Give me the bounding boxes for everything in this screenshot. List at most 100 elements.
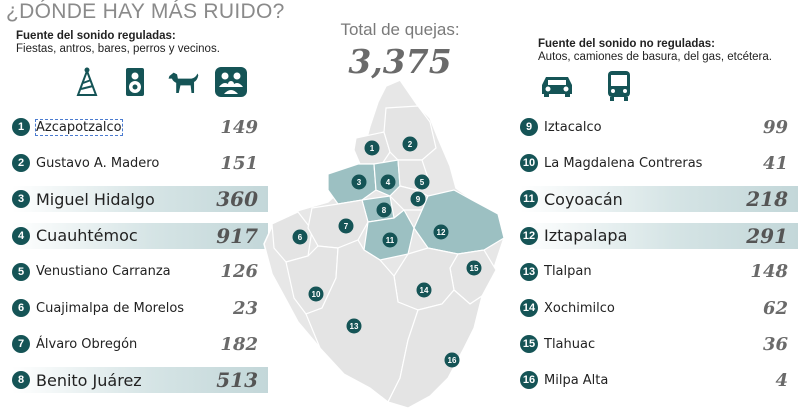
map-marker-label: 7 xyxy=(344,222,349,231)
borough-number-badge: 8 xyxy=(12,371,30,390)
borough-name: Iztacalco xyxy=(544,119,602,135)
map-marker-label: 16 xyxy=(448,356,457,365)
map-marker-12 xyxy=(433,224,449,240)
map-marker-10 xyxy=(308,286,324,302)
borough-name: Álvaro Obregón xyxy=(36,336,138,352)
regulated-sources: Fuente del sonido reguladas: Fiestas, an… xyxy=(16,30,220,56)
map-marker-label: 3 xyxy=(357,178,362,187)
map-marker-1 xyxy=(364,140,380,156)
map-region-2 xyxy=(383,105,437,161)
speaker-icon xyxy=(118,66,152,98)
borough-row: 10 La Magdalena Contreras 41 xyxy=(520,150,798,176)
map-marker-label: 9 xyxy=(416,195,421,204)
borough-row: 11 Coyoacán 218 xyxy=(520,186,798,213)
map-marker-label: 6 xyxy=(298,233,303,242)
map-marker-6 xyxy=(292,229,308,245)
borough-row: 12 Iztapalapa 291 xyxy=(520,222,798,249)
map-marker-label: 13 xyxy=(350,322,359,331)
borough-name: La Magdalena Contreras xyxy=(544,155,703,171)
unregulated-heading: Fuente del sonido no reguladas: xyxy=(538,38,715,50)
borough-name[interactable]: Azcapotzalco xyxy=(35,118,123,136)
borough-name: Cuajimalpa de Morelos xyxy=(36,300,185,316)
borough-name: Coyoacán xyxy=(544,189,623,209)
borough-name: Iztapalapa xyxy=(544,226,628,246)
map-marker-label: 12 xyxy=(437,228,446,237)
unregulated-icons xyxy=(540,70,636,102)
borough-number-badge: 14 xyxy=(520,299,538,317)
complaint-count: 99 xyxy=(762,116,788,138)
map-marker-label: 15 xyxy=(470,264,479,273)
borough-row: 4 Cuauhtémoc 917 xyxy=(12,222,268,249)
borough-number-badge: 12 xyxy=(520,226,538,245)
borough-name: Venustiano Carranza xyxy=(36,264,171,280)
borough-name: Tlalpan xyxy=(544,264,592,280)
map-marker-label: 1 xyxy=(370,144,375,153)
borough-name: Milpa Alta xyxy=(544,372,609,388)
borough-name: Gustavo A. Madero xyxy=(36,155,160,171)
unregulated-description: Autos, camiones de basura, del gas, etcé… xyxy=(538,51,772,63)
borough-name: Tlahuac xyxy=(544,336,596,352)
bus-icon xyxy=(602,70,636,102)
borough-row: 15 Tlahuac 36 xyxy=(520,331,798,357)
borough-number-badge: 4 xyxy=(12,226,30,245)
borough-row: 16 Milpa Alta 4 xyxy=(520,367,798,393)
map-marker-label: 11 xyxy=(386,236,395,245)
borough-name: Benito Juárez xyxy=(36,370,142,390)
borough-number-badge: 6 xyxy=(12,299,30,317)
page-title: ¿DÓNDE HAY MÁS RUIDO? xyxy=(6,0,285,23)
complaint-count: 513 xyxy=(216,368,258,393)
borough-row: 3 Miguel Hidalgo 360 xyxy=(12,186,268,213)
regulated-icons xyxy=(70,66,248,98)
complaint-count: 149 xyxy=(220,116,258,138)
map-region-12 xyxy=(413,189,505,255)
map-marker-label: 10 xyxy=(312,290,321,299)
borough-number-badge: 9 xyxy=(520,118,538,136)
party-hat-icon xyxy=(70,66,104,98)
map-marker-11 xyxy=(382,232,398,248)
total-label: Total de quejas: xyxy=(340,20,460,39)
map-marker-15 xyxy=(466,260,482,276)
borough-name: Cuauhtémoc xyxy=(36,226,138,246)
complaint-count: 4 xyxy=(775,369,788,391)
regulated-description: Fiestas, antros, bares, perros y vecinos… xyxy=(16,43,220,55)
borough-row: 2 Gustavo A. Madero 151 xyxy=(12,150,268,176)
complaint-count: 126 xyxy=(220,261,258,283)
map-marker-13 xyxy=(346,318,362,334)
borough-number-badge: 7 xyxy=(12,335,30,354)
map-marker-7 xyxy=(338,218,354,234)
map-marker-label: 4 xyxy=(386,178,391,187)
borough-row: 1 Azcapotzalco 149 xyxy=(12,114,268,140)
map-marker-label: 14 xyxy=(420,286,429,295)
borough-number-badge: 1 xyxy=(12,118,30,136)
complaint-count: 36 xyxy=(762,333,788,355)
complaint-count: 291 xyxy=(746,223,788,248)
borough-number-badge: 15 xyxy=(520,335,538,354)
complaint-count: 41 xyxy=(762,152,788,174)
borough-name: Miguel Hidalgo xyxy=(36,189,155,209)
map-marker-5 xyxy=(414,174,430,190)
car-icon xyxy=(540,70,574,102)
borough-number-badge: 16 xyxy=(520,371,538,390)
complaint-count: 360 xyxy=(216,187,258,212)
total-value: 3,375 xyxy=(348,42,452,81)
complaint-count: 23 xyxy=(232,297,258,319)
borough-row: 6 Cuajimalpa de Morelos 23 xyxy=(12,295,268,321)
map-marker-16 xyxy=(444,352,460,368)
map-marker-label: 5 xyxy=(420,178,425,187)
complaint-count: 62 xyxy=(762,297,788,319)
borough-row: 8 Benito Juárez 513 xyxy=(12,367,268,394)
borough-number-badge: 2 xyxy=(12,154,30,173)
dog-icon xyxy=(166,66,200,98)
map-marker-3 xyxy=(351,174,367,190)
borough-row: 13 Tlalpan 148 xyxy=(520,259,798,285)
complaint-count: 182 xyxy=(220,333,258,355)
neighbors-icon xyxy=(214,66,248,98)
map-marker-9 xyxy=(410,191,426,207)
complaint-count: 917 xyxy=(216,223,258,248)
map-marker-4 xyxy=(380,174,396,190)
borough-name: Xochimilco xyxy=(544,300,615,316)
complaint-count: 151 xyxy=(220,152,258,174)
complaint-count: 218 xyxy=(746,187,788,212)
borough-number-badge: 3 xyxy=(12,190,30,209)
